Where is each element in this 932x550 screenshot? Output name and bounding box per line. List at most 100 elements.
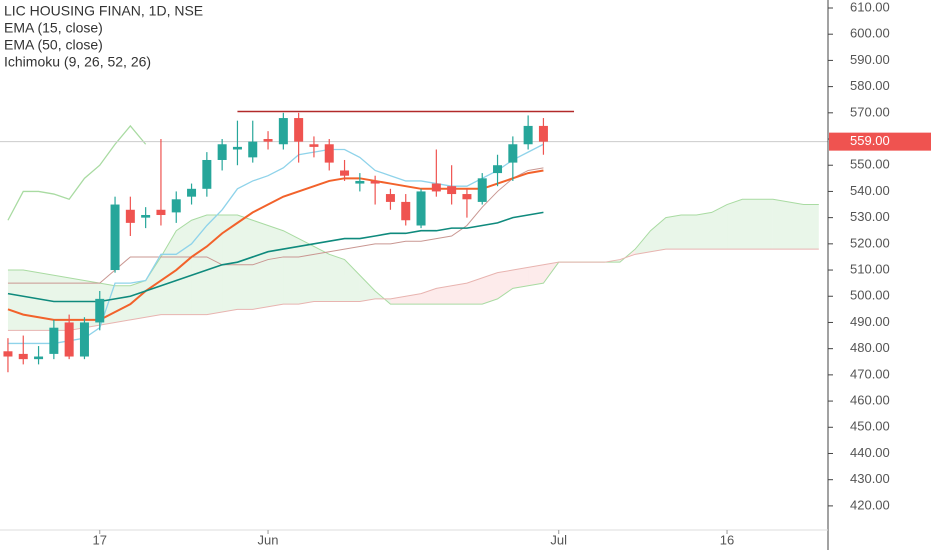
cloud (772, 199, 789, 250)
cloud (727, 199, 743, 250)
cloud (528, 264, 544, 286)
cloud (69, 277, 85, 331)
y-tick-label: 610.00 (850, 0, 890, 14)
cloud (176, 220, 192, 315)
y-tick-label: 580.00 (850, 78, 890, 93)
cloud (421, 288, 437, 305)
y-tick-label: 450.00 (850, 419, 890, 434)
cloud (482, 272, 498, 305)
legend-entry: Ichimoku (9, 26, 52, 26) (4, 54, 151, 70)
candle-body (477, 178, 487, 202)
y-tick-label: 500.00 (850, 288, 890, 303)
cloud (512, 267, 529, 289)
cloud (329, 254, 345, 302)
cloud (359, 275, 376, 302)
cloud (788, 201, 804, 250)
candle-body (202, 159, 212, 189)
y-tick-label: 460.00 (850, 393, 890, 408)
candle-body (248, 141, 258, 158)
cloud (635, 230, 651, 255)
y-tick-label: 440.00 (850, 445, 890, 460)
candle-body (508, 144, 518, 163)
y-tick-label: 480.00 (850, 340, 890, 355)
candle-body (187, 188, 197, 197)
x-tick-label: Jul (550, 532, 567, 547)
plot-area (0, 110, 828, 373)
candle-body (217, 144, 227, 160)
candle-body (493, 165, 503, 174)
y-tick-label: 590.00 (850, 52, 890, 67)
cloud (252, 220, 269, 310)
symbol-title: LIC HOUSING FINAN, 1D, NSE (4, 3, 203, 19)
candle-body (278, 118, 288, 145)
cloud (145, 256, 161, 318)
candle-body (34, 356, 44, 360)
legend-entry: EMA (50, close) (4, 37, 103, 53)
y-tick-label: 490.00 (850, 314, 890, 329)
candle-body (263, 139, 273, 142)
y-tick-label: 570.00 (850, 104, 890, 119)
cloud (803, 204, 819, 250)
cloud (313, 246, 330, 302)
candle-body (95, 298, 105, 323)
cloud (344, 259, 360, 302)
candle-body (447, 186, 457, 195)
x-tick-label: 16 (720, 532, 734, 547)
last-price-label: 559.00 (850, 133, 890, 148)
cloud (130, 280, 146, 320)
candle-body (232, 146, 242, 150)
candle-body (125, 209, 135, 223)
y-tick-label: 530.00 (850, 209, 890, 224)
cloud (742, 199, 758, 250)
cloud (206, 215, 223, 315)
candle-body (385, 194, 395, 202)
candle-body (49, 327, 59, 354)
cloud (298, 238, 314, 305)
cloud (115, 285, 131, 323)
candle-body (462, 194, 472, 200)
y-tick-label: 550.00 (850, 157, 890, 172)
cloud (237, 215, 253, 310)
candle-body (370, 180, 380, 184)
candle-body (3, 351, 13, 357)
cloud (711, 204, 728, 250)
cloud (665, 215, 682, 250)
x-tick-label: 17 (93, 532, 107, 547)
candle-body (416, 191, 426, 226)
candle-body (401, 201, 411, 221)
indicator-line (7, 124, 147, 221)
cloud (283, 230, 299, 305)
x-tick-label: Jun (258, 532, 279, 547)
cloud (23, 270, 39, 331)
candle-body (110, 204, 120, 271)
cloud (160, 230, 177, 315)
cloud (53, 275, 70, 331)
last-price-box (829, 132, 931, 151)
candle-body (141, 215, 151, 218)
cloud (650, 217, 666, 252)
candle-body (309, 144, 319, 147)
cloud (681, 215, 697, 250)
cloud (696, 212, 712, 250)
cloud (436, 285, 452, 305)
candle-body (355, 180, 365, 184)
y-tick-label: 510.00 (850, 261, 890, 276)
y-tick-label: 420.00 (850, 497, 890, 512)
y-tick-label: 520.00 (850, 235, 890, 250)
candle-body (79, 322, 89, 357)
cloud (405, 293, 422, 305)
candle-body (18, 353, 28, 360)
cloud (497, 270, 513, 299)
cloud (191, 215, 207, 315)
cloud (38, 272, 54, 331)
cloud (757, 199, 773, 250)
indicator-line (7, 248, 819, 331)
candle-body (324, 144, 334, 163)
cloud (451, 283, 467, 305)
cloud (466, 277, 483, 305)
indicator-line (7, 167, 544, 284)
y-tick-label: 470.00 (850, 366, 890, 381)
candle-body (156, 209, 166, 216)
candle-body (171, 199, 181, 213)
